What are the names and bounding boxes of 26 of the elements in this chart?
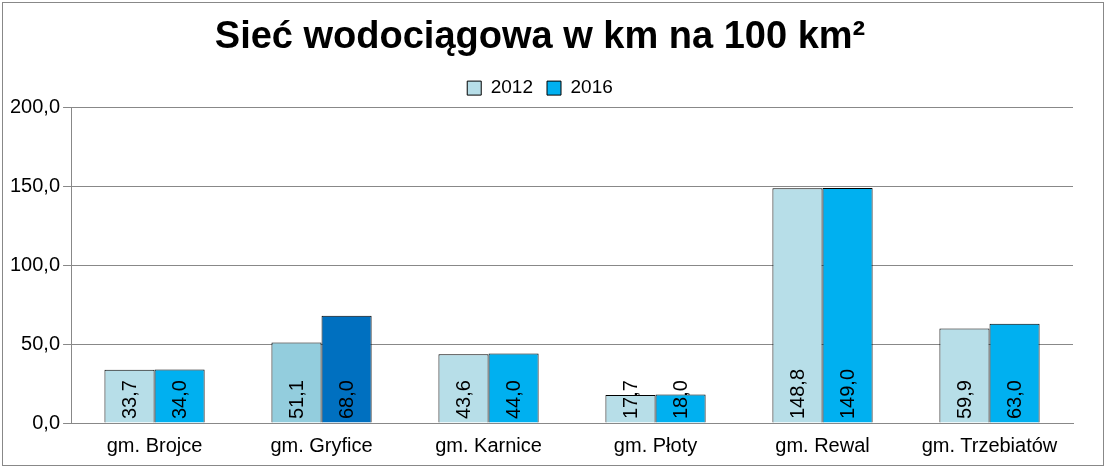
- data-label: 43,6: [452, 380, 474, 419]
- data-label: 44,0: [502, 380, 525, 419]
- data-label: 63,0: [1003, 380, 1026, 419]
- chart-title: Sieć wodociągowa w km na 100 km²: [214, 14, 866, 57]
- y-tick-label: 200,0: [9, 95, 61, 118]
- data-label: 18,0: [669, 380, 692, 419]
- x-tick-label: gm. Rewal: [775, 433, 870, 456]
- legend-label: 2012: [490, 76, 534, 98]
- x-tick-label: gm. Trzebiatów: [921, 433, 1058, 456]
- data-label: 17,7: [618, 380, 641, 419]
- data-label: 149,0: [836, 368, 859, 419]
- data-label: 34,0: [168, 380, 191, 419]
- y-tick-label: 150,0: [9, 173, 61, 196]
- x-tick-label: gm. Gryfice: [270, 433, 373, 456]
- y-tick-label: 100,0: [9, 252, 61, 275]
- legend-label: 2016: [570, 76, 613, 98]
- x-tick-label: gm. Karnice: [435, 433, 542, 456]
- y-tick-label: 50,0: [21, 331, 61, 354]
- y-tick-label: 0,0: [32, 410, 61, 433]
- data-label: 51,1: [285, 380, 307, 419]
- data-label: 59,9: [952, 380, 975, 419]
- data-label: 33,7: [118, 380, 141, 419]
- data-label: 148,8: [785, 368, 808, 419]
- data-label: 68,0: [335, 380, 358, 419]
- x-tick-label: gm. Płoty: [613, 433, 698, 456]
- x-tick-label: gm. Brojce: [106, 433, 203, 456]
